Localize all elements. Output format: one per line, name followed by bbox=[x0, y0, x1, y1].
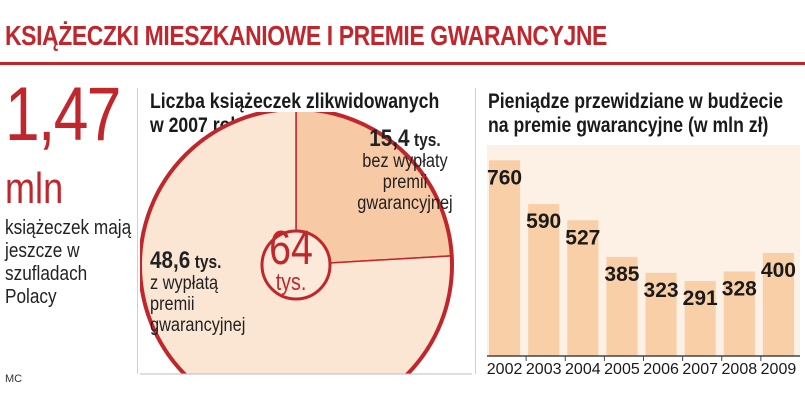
bar bbox=[762, 253, 794, 356]
bar-value-label: 328 bbox=[722, 278, 757, 301]
key-stat-description: książeczek mają jeszcze w szufladach Pol… bbox=[5, 217, 132, 308]
bar-title-line-1: Pieniądze przewidziane w budżecie bbox=[488, 90, 784, 113]
page-title: KSIĄŻECZKI MIESZKANIOWE I PREMIE GWARANC… bbox=[5, 20, 607, 51]
pie-total-unit: tys. bbox=[275, 269, 307, 296]
x-tick-label: 2009 bbox=[761, 361, 797, 378]
key-stat-unit: mln bbox=[5, 164, 64, 213]
pie-slice-caption: z wypłatą premii gwarancyjnej bbox=[150, 273, 246, 336]
header: KSIĄŻECZKI MIESZKANIOWE I PREMIE GWARANC… bbox=[0, 0, 805, 70]
pie-title-line-1: Liczba książeczek zlikwidowanych bbox=[150, 90, 440, 113]
pie-total: 64 tys. bbox=[246, 222, 336, 296]
bar bbox=[723, 271, 755, 356]
pie-group bbox=[140, 112, 454, 374]
bar bbox=[645, 272, 677, 356]
bar-value-label: 590 bbox=[526, 210, 561, 233]
pie-outer-ring bbox=[140, 112, 454, 374]
bar bbox=[684, 281, 716, 356]
bar bbox=[606, 256, 638, 356]
x-tick-label: 2006 bbox=[643, 361, 679, 378]
bar bbox=[489, 160, 521, 356]
pie-slice-value: 15,4 bbox=[369, 125, 410, 152]
pie-slice-unit: tys. bbox=[194, 252, 222, 272]
pie-label-without-premium: 15,4 tys. bez wypłaty premii gwarancyjnej bbox=[341, 125, 470, 215]
x-tick-label: 2008 bbox=[722, 361, 758, 378]
bar-value-label: 385 bbox=[604, 263, 639, 286]
bar-value-label: 760 bbox=[487, 166, 522, 189]
title-rule bbox=[0, 62, 805, 65]
pie-slice-value: 48,6 bbox=[150, 247, 191, 274]
bar-value-label: 527 bbox=[565, 226, 600, 249]
bar-title-line-2: na premie gwarancyjne (w mln zł) bbox=[488, 114, 769, 137]
key-stat-value: 1,47 bbox=[5, 72, 121, 157]
bar-value-label: 323 bbox=[644, 279, 679, 302]
pie-inner-ring bbox=[260, 229, 332, 301]
bar-value-label: 291 bbox=[683, 287, 718, 310]
bar-value-label: 400 bbox=[761, 259, 796, 282]
pie-slice-caption: bez wypłaty premii gwarancyjnej bbox=[357, 151, 453, 214]
bar bbox=[567, 220, 599, 356]
bar bbox=[528, 204, 560, 356]
x-tick-label: 2005 bbox=[604, 361, 640, 378]
pie-slice-unit: tys. bbox=[414, 130, 441, 150]
x-tick-label: 2007 bbox=[682, 361, 718, 378]
x-tick-label: 2004 bbox=[565, 361, 601, 378]
separator-right bbox=[475, 88, 476, 374]
pie-label-with-premium: 48,6 tys. z wypłatą premii gwarancyjnej bbox=[150, 247, 270, 337]
separator-left bbox=[137, 88, 138, 374]
bar-title: Pieniądze przewidziane w budżecie na pre… bbox=[488, 90, 783, 138]
x-tick-label: 2003 bbox=[526, 361, 562, 378]
x-tick-label: 2002 bbox=[487, 361, 523, 378]
key-stat: 1,47 mln książeczek mają jeszcze w szufl… bbox=[5, 75, 135, 375]
pie-total-value: 64 bbox=[269, 222, 313, 275]
author-credit: MC bbox=[5, 373, 23, 385]
